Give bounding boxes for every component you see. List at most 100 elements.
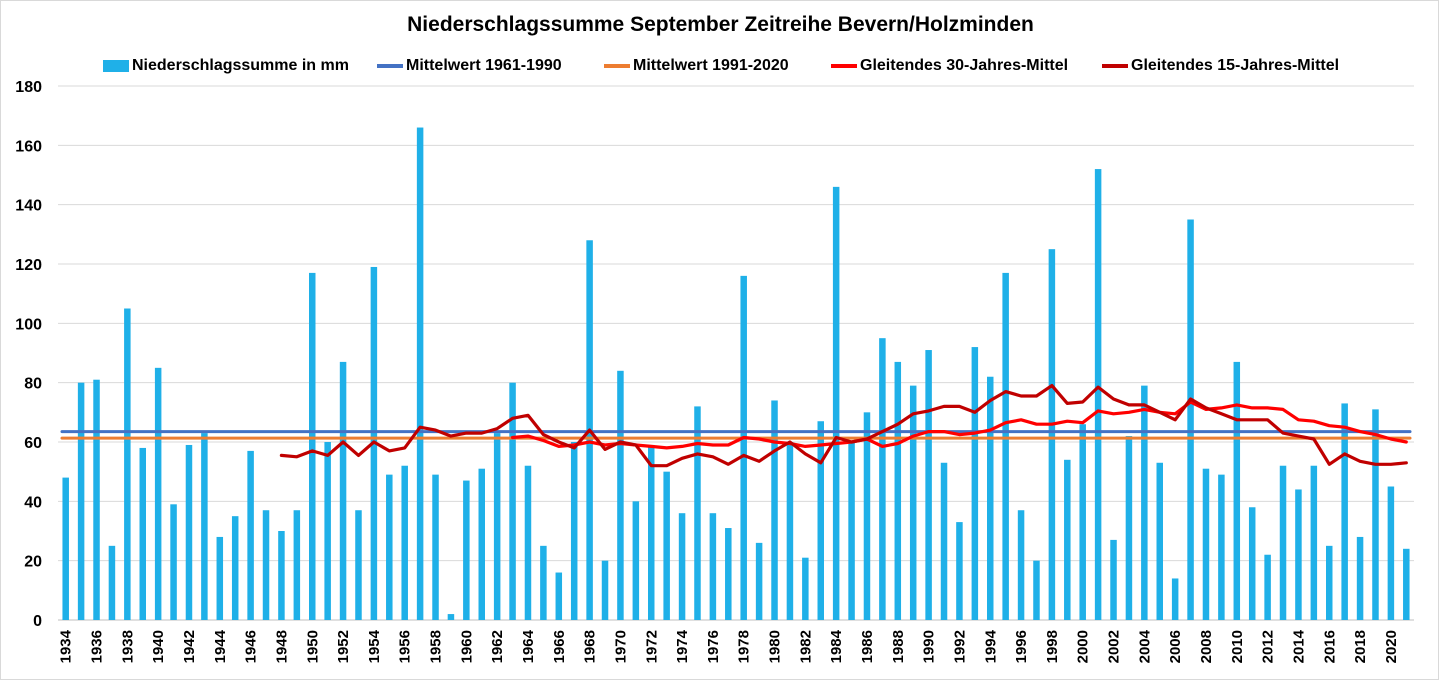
- bar: [1064, 459, 1071, 620]
- x-tick-label: 1946: [243, 630, 260, 663]
- bar: [817, 421, 824, 620]
- bar: [1079, 424, 1086, 620]
- x-tick-label: 1956: [397, 630, 414, 663]
- x-tick-label: 1938: [119, 630, 136, 663]
- bar: [154, 367, 162, 620]
- bar: [1372, 409, 1379, 620]
- series-line-3: [510, 400, 1408, 450]
- bar: [648, 444, 655, 620]
- x-tick-label: 1982: [797, 630, 814, 663]
- series-line-4: [279, 384, 1408, 468]
- legend-item-moving-30: Gleitendes 30-Jahres-Mittel: [831, 54, 1068, 78]
- bar: [956, 522, 963, 620]
- bar: [416, 127, 424, 621]
- x-tick-label: 1984: [828, 629, 845, 663]
- x-tick-label: 1950: [304, 630, 321, 663]
- bar: [894, 361, 902, 620]
- x-tick-label: 2000: [1075, 630, 1092, 663]
- legend-swatch-line: [604, 64, 630, 68]
- x-tick-label: 2002: [1106, 630, 1123, 663]
- bar: [832, 186, 840, 620]
- bar: [1310, 465, 1318, 620]
- bar: [124, 308, 131, 620]
- bar: [1356, 536, 1364, 620]
- bar: [1341, 403, 1348, 620]
- x-tick-label: 2016: [1321, 630, 1338, 663]
- legend-item-moving-15: Gleitendes 15-Jahres-Mittel: [1102, 54, 1339, 78]
- legend-label: Niederschlagssumme in mm: [132, 57, 349, 74]
- legend-swatch-line: [1102, 64, 1128, 68]
- y-tick-label: 40: [24, 494, 42, 511]
- x-tick-label: 1998: [1044, 630, 1061, 663]
- x-tick-label: 1974: [674, 629, 691, 663]
- bar: [1295, 489, 1302, 620]
- bar: [570, 442, 578, 620]
- x-tick-label: 1944: [212, 629, 229, 663]
- y-tick-label: 120: [15, 257, 42, 274]
- x-tick-label: 2010: [1229, 630, 1246, 663]
- bar: [1264, 554, 1271, 620]
- bar: [509, 382, 516, 620]
- bar: [478, 468, 485, 620]
- x-tick-label: 2004: [1136, 629, 1153, 663]
- x-tick-label: 2014: [1290, 629, 1307, 663]
- bar: [201, 433, 208, 620]
- bar: [786, 442, 794, 620]
- bar: [432, 474, 439, 620]
- bar: [1033, 560, 1040, 620]
- x-tick-label: 1936: [89, 630, 106, 663]
- bar: [740, 275, 747, 620]
- bar: [1233, 361, 1241, 620]
- y-tick-label: 100: [15, 316, 42, 333]
- bar: [216, 536, 224, 620]
- bar: [262, 510, 270, 620]
- legend-label: Gleitendes 15-Jahres-Mittel: [1131, 57, 1340, 74]
- bar: [663, 471, 670, 620]
- bar: [1125, 436, 1133, 620]
- bar: [1156, 462, 1163, 620]
- y-tick-label: 60: [24, 435, 42, 452]
- x-tick-label: 2020: [1383, 630, 1400, 663]
- bar: [1094, 169, 1102, 621]
- x-tick-label: 1958: [428, 630, 445, 663]
- chart-title: Niederschlagssumme September Zeitreihe B…: [407, 13, 1034, 36]
- bar: [940, 462, 948, 620]
- y-tick-label: 80: [24, 376, 42, 393]
- bar: [324, 442, 331, 620]
- bar: [709, 513, 717, 620]
- bar: [355, 510, 362, 620]
- bar: [1403, 548, 1410, 620]
- bar: [62, 477, 69, 620]
- bar: [925, 350, 932, 620]
- bar: [987, 376, 994, 620]
- y-tick-label: 140: [15, 198, 42, 215]
- bar: [1017, 510, 1025, 620]
- bar: [879, 338, 886, 620]
- bar: [755, 542, 763, 620]
- x-tick-label: 1994: [982, 629, 999, 663]
- bar: [632, 501, 640, 620]
- bar: [278, 531, 285, 620]
- x-tick-label: 1968: [582, 630, 599, 663]
- x-tick-label: 1972: [643, 630, 660, 663]
- x-tick-label: 2012: [1260, 630, 1277, 663]
- bar: [725, 528, 732, 620]
- bar: [540, 545, 547, 620]
- x-tick-label: 1990: [921, 630, 938, 663]
- bar: [1002, 272, 1009, 620]
- bar: [1048, 249, 1056, 620]
- bar: [909, 385, 917, 620]
- legend-swatch-line: [831, 64, 857, 68]
- x-tick-label: 1960: [458, 630, 475, 663]
- bar: [493, 433, 501, 620]
- x-tick-label: 1980: [767, 630, 784, 663]
- y-tick-label: 20: [24, 554, 42, 571]
- bar: [77, 382, 85, 620]
- legend-item-mean-1991-2020: Mittelwert 1991-2020: [604, 54, 789, 78]
- bar: [139, 447, 146, 620]
- x-tick-label: 2006: [1167, 630, 1184, 663]
- x-axis: 1934 1936 1938 1940 1942 1944 1946 1948 1950 1952…: [58, 629, 1400, 663]
- bar: [971, 347, 979, 620]
